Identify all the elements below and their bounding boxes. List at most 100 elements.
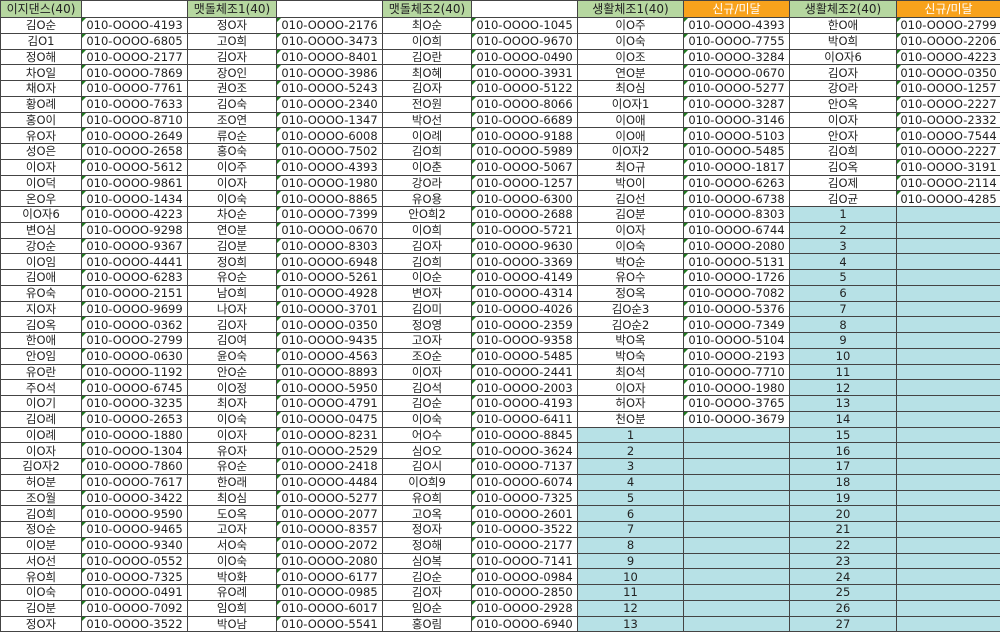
column-header-empty[interactable]	[277, 1, 383, 18]
phone-cell[interactable]: 010-OOOO-3624	[472, 443, 578, 459]
phone-cell[interactable]: 010-OOOO-7325	[82, 569, 188, 585]
name-cell[interactable]: 임O순	[383, 600, 472, 616]
phone-cell[interactable]: 010-OOOO-4563	[277, 348, 383, 364]
slot-number-cell[interactable]: 8	[790, 317, 897, 333]
phone-cell[interactable]: 010-OOOO-2177	[472, 537, 578, 553]
empty-slot-cell[interactable]	[684, 553, 790, 569]
empty-slot-cell[interactable]	[897, 285, 1000, 301]
name-cell[interactable]: 유O자	[188, 443, 277, 459]
phone-cell[interactable]: 010-OOOO-2193	[684, 348, 790, 364]
phone-cell[interactable]: 010-OOOO-2072	[277, 537, 383, 553]
phone-cell[interactable]: 010-OOOO-7325	[472, 490, 578, 506]
phone-cell[interactable]: 010-OOOO-8357	[277, 522, 383, 538]
slot-number-cell[interactable]: 13	[578, 616, 684, 632]
phone-cell[interactable]: 010-OOOO-0475	[277, 411, 383, 427]
empty-slot-cell[interactable]	[897, 333, 1000, 349]
name-cell[interactable]: 김O자	[188, 317, 277, 333]
name-cell[interactable]: 홍O숙	[188, 144, 277, 160]
phone-cell[interactable]: 010-OOOO-4393	[277, 159, 383, 175]
phone-cell[interactable]: 010-OOOO-4393	[684, 18, 790, 34]
empty-slot-cell[interactable]	[684, 443, 790, 459]
name-cell[interactable]: 서O숙	[188, 537, 277, 553]
name-cell[interactable]: 김O자	[790, 65, 897, 81]
name-cell[interactable]: 김O자	[383, 238, 472, 254]
phone-cell[interactable]: 010-OOOO-9699	[82, 301, 188, 317]
phone-cell[interactable]: 010-OOOO-8303	[277, 238, 383, 254]
slot-number-cell[interactable]: 2	[790, 222, 897, 238]
phone-cell[interactable]: 010-OOOO-3522	[82, 616, 188, 632]
name-cell[interactable]: 김O숙	[188, 96, 277, 112]
empty-slot-cell[interactable]	[897, 459, 1000, 475]
name-cell[interactable]: 안O임	[1, 348, 82, 364]
phone-cell[interactable]: 010-OOOO-2799	[82, 333, 188, 349]
phone-cell[interactable]: 010-OOOO-9435	[277, 333, 383, 349]
name-cell[interactable]: 안O순	[188, 364, 277, 380]
phone-cell[interactable]: 010-OOOO-4791	[277, 396, 383, 412]
name-cell[interactable]: 김O자	[383, 81, 472, 97]
phone-cell[interactable]: 010-OOOO-2441	[472, 364, 578, 380]
name-cell[interactable]: 허O분	[1, 474, 82, 490]
name-cell[interactable]: 정O순	[1, 522, 82, 538]
name-cell[interactable]: 조O연	[188, 112, 277, 128]
empty-slot-cell[interactable]	[897, 270, 1000, 286]
name-cell[interactable]: 온O우	[1, 191, 82, 207]
name-cell[interactable]: 김O희	[1, 506, 82, 522]
name-cell[interactable]: 변O심	[1, 222, 82, 238]
phone-cell[interactable]: 010-OOOO-4484	[277, 474, 383, 490]
name-cell[interactable]: 안O희2	[383, 207, 472, 223]
empty-slot-cell[interactable]	[897, 364, 1000, 380]
empty-slot-cell[interactable]	[897, 238, 1000, 254]
name-cell[interactable]: 류O순	[188, 128, 277, 144]
name-cell[interactable]: 이O덕	[1, 175, 82, 191]
phone-cell[interactable]: 010-OOOO-3191	[897, 159, 1000, 175]
phone-cell[interactable]: 010-OOOO-2601	[472, 506, 578, 522]
phone-cell[interactable]: 010-OOOO-9590	[82, 506, 188, 522]
name-cell[interactable]: 최O혜	[383, 65, 472, 81]
slot-number-cell[interactable]: 5	[790, 270, 897, 286]
name-cell[interactable]: 최O석	[578, 364, 684, 380]
empty-slot-cell[interactable]	[897, 569, 1000, 585]
phone-cell[interactable]: 010-OOOO-7860	[82, 459, 188, 475]
phone-cell[interactable]: 010-OOOO-0630	[82, 348, 188, 364]
name-cell[interactable]: 정O영	[383, 317, 472, 333]
name-cell[interactable]: 유O숙	[1, 285, 82, 301]
name-cell[interactable]: 한O애	[1, 333, 82, 349]
name-cell[interactable]: 김O선	[578, 191, 684, 207]
empty-slot-cell[interactable]	[897, 474, 1000, 490]
name-cell[interactable]: 이O자2	[578, 144, 684, 160]
name-cell[interactable]: 이O조	[578, 49, 684, 65]
phone-cell[interactable]: 010-OOOO-0670	[277, 222, 383, 238]
phone-cell[interactable]: 010-OOOO-9670	[472, 33, 578, 49]
phone-cell[interactable]: 010-OOOO-7399	[277, 207, 383, 223]
name-cell[interactable]: 유O례	[188, 585, 277, 601]
name-cell[interactable]: 정O해	[383, 537, 472, 553]
name-cell[interactable]: 임O희	[188, 600, 277, 616]
phone-cell[interactable]: 010-OOOO-5277	[684, 81, 790, 97]
name-cell[interactable]: 이O자	[188, 427, 277, 443]
name-cell[interactable]: 이O주	[578, 18, 684, 34]
name-cell[interactable]: 최O자	[188, 396, 277, 412]
phone-cell[interactable]: 010-OOOO-2418	[277, 459, 383, 475]
phone-cell[interactable]: 010-OOOO-6940	[472, 616, 578, 632]
name-cell[interactable]: 김O순3	[578, 301, 684, 317]
name-cell[interactable]: 이O춘	[383, 159, 472, 175]
slot-number-cell[interactable]: 3	[790, 238, 897, 254]
phone-cell[interactable]: 010-OOOO-6744	[684, 222, 790, 238]
name-cell[interactable]: 김O석	[383, 380, 472, 396]
phone-cell[interactable]: 010-OOOO-2658	[82, 144, 188, 160]
name-cell[interactable]: 이O자	[578, 222, 684, 238]
phone-cell[interactable]: 010-OOOO-2928	[472, 600, 578, 616]
name-cell[interactable]: 김O미	[383, 301, 472, 317]
phone-cell[interactable]: 010-OOOO-5104	[684, 333, 790, 349]
name-cell[interactable]: 이O정	[188, 380, 277, 396]
name-cell[interactable]: 이O례	[1, 427, 82, 443]
column-header-empty[interactable]	[472, 1, 578, 18]
empty-slot-cell[interactable]	[684, 427, 790, 443]
slot-number-cell[interactable]: 26	[790, 600, 897, 616]
name-cell[interactable]: 김O균	[790, 191, 897, 207]
phone-cell[interactable]: 010-OOOO-2227	[897, 96, 1000, 112]
name-cell[interactable]: 이O희	[383, 222, 472, 238]
name-cell[interactable]: 정O자	[1, 616, 82, 632]
name-cell[interactable]: 이O숙	[188, 411, 277, 427]
phone-cell[interactable]: 010-OOOO-1347	[277, 112, 383, 128]
